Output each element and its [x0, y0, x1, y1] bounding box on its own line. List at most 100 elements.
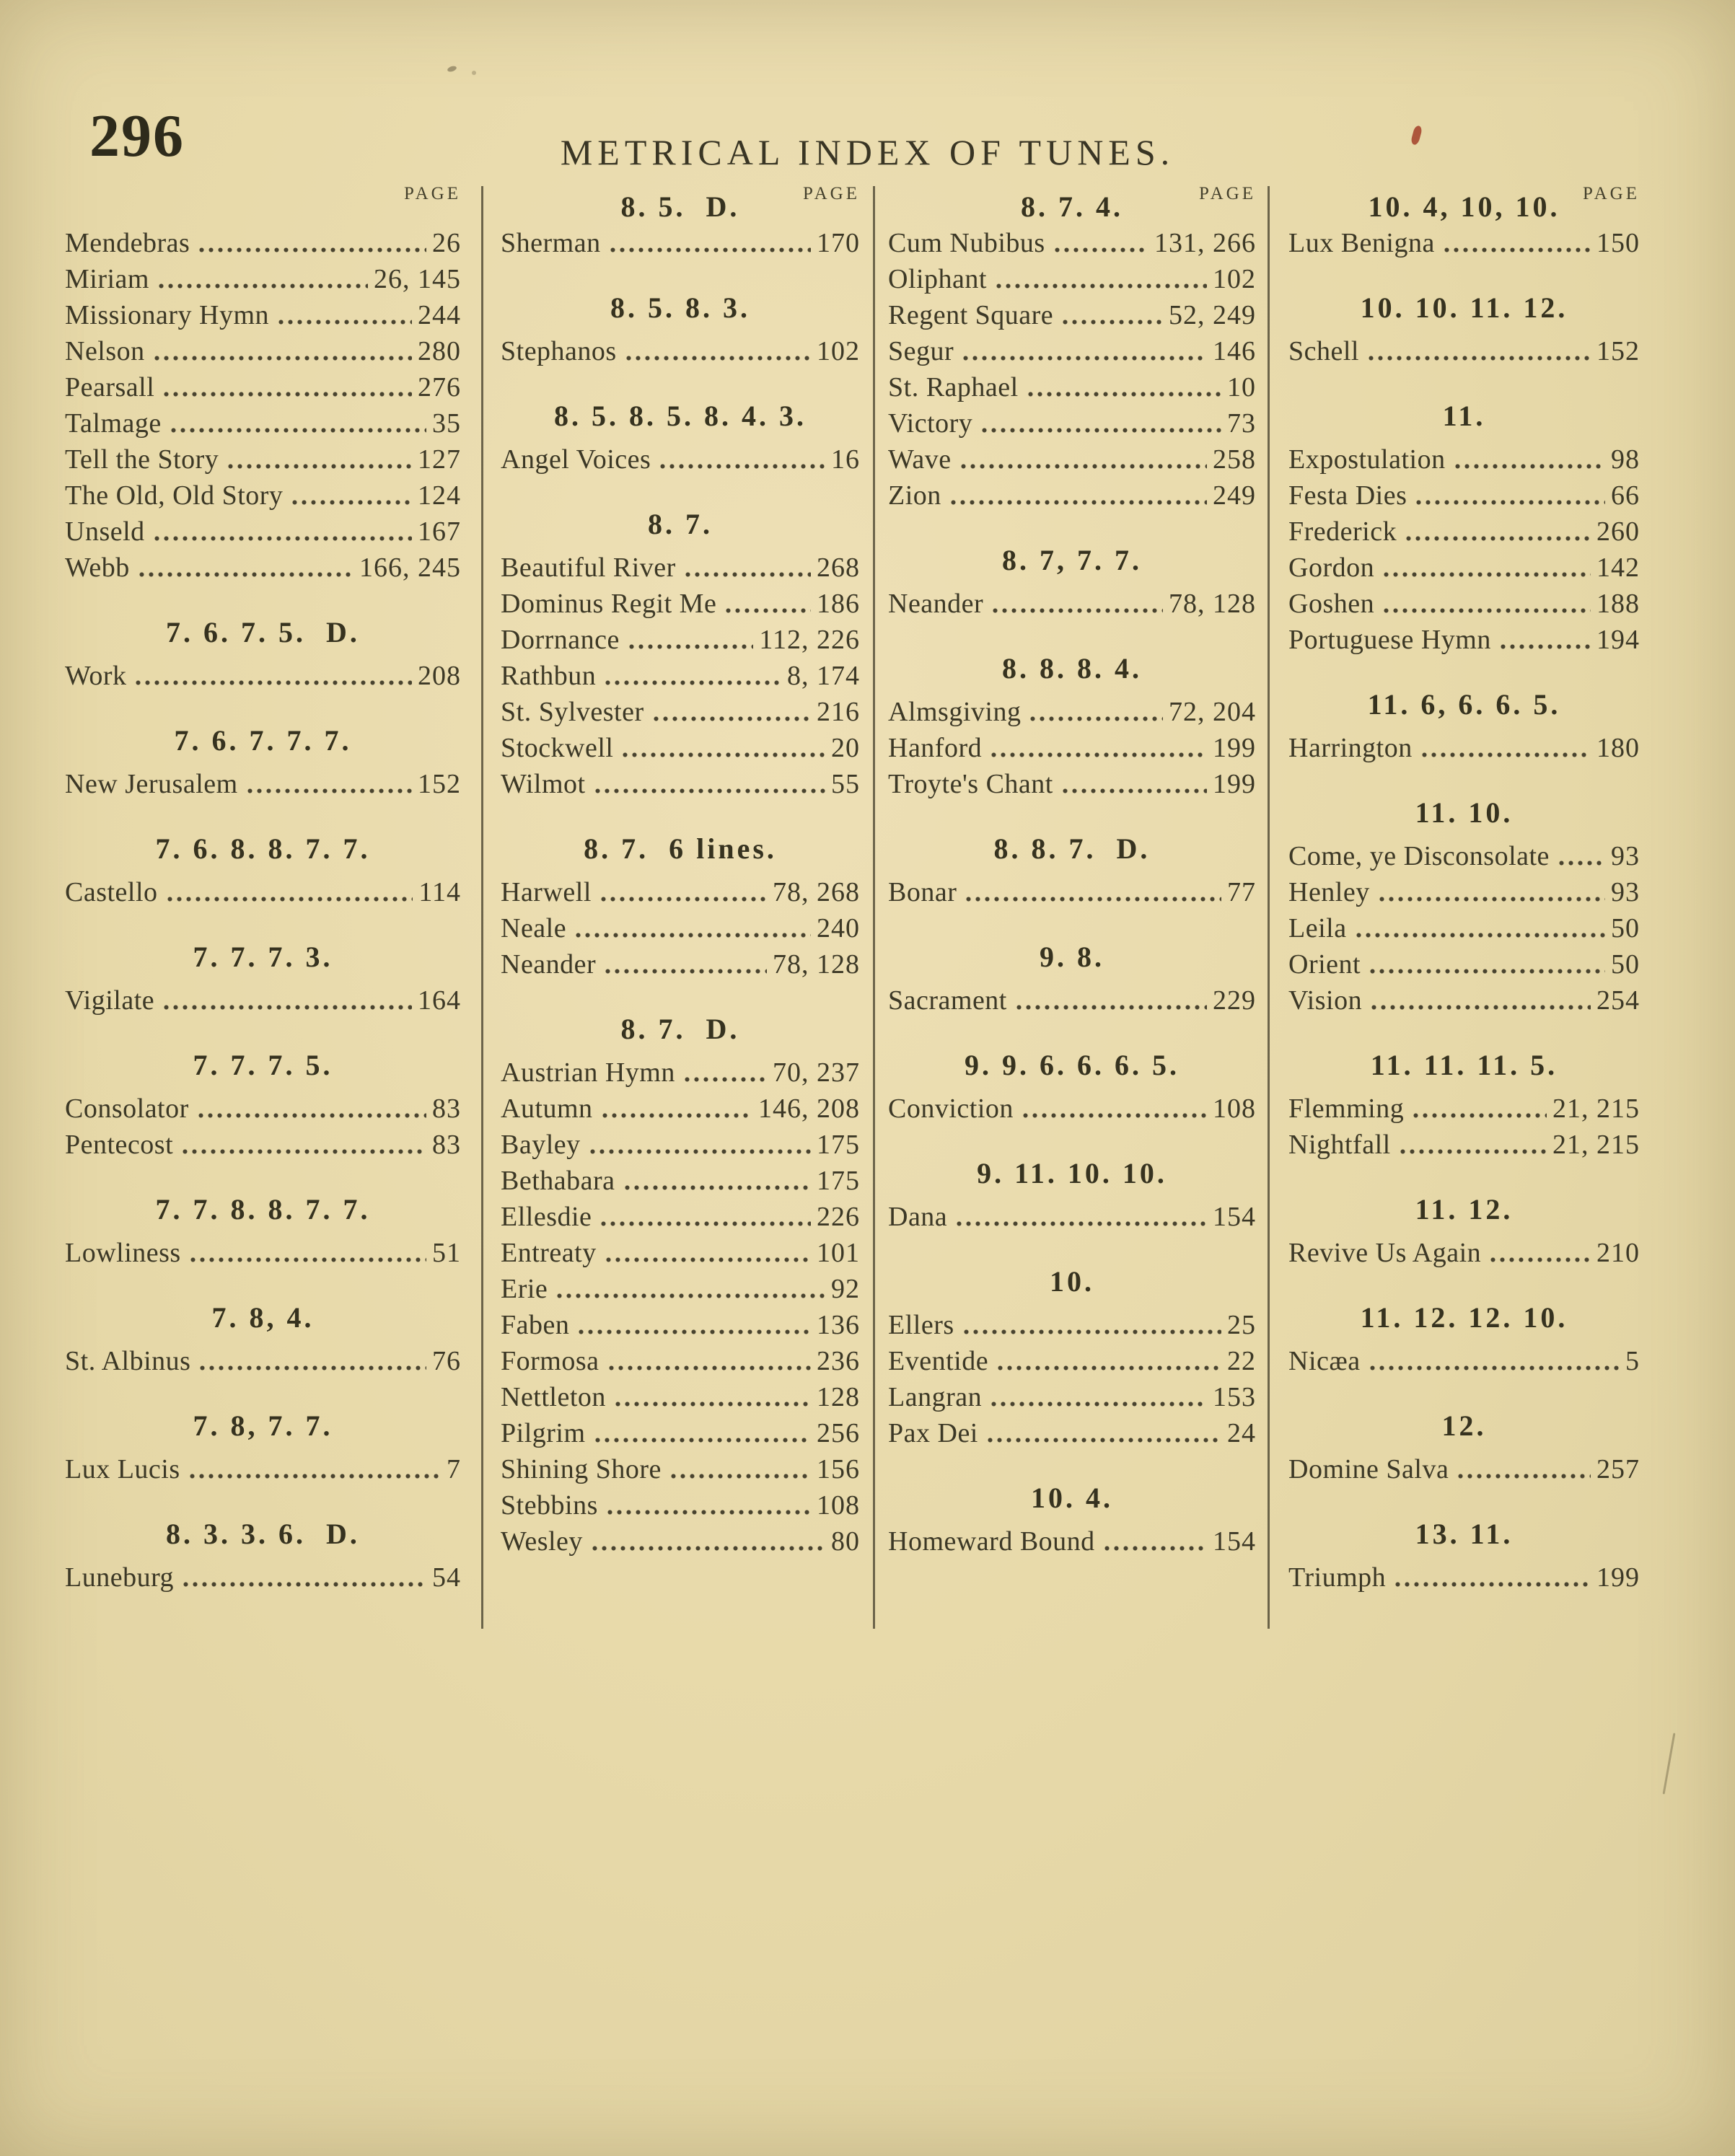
tune-name: Harrington	[1288, 733, 1413, 763]
tune-page-number: 229	[1213, 985, 1256, 1016]
tune-page-number: 131, 266	[1154, 228, 1256, 258]
tune-page-number: 70, 237	[773, 1057, 860, 1088]
tune-entry: Entreaty 101	[501, 1235, 860, 1271]
page-title: METRICAL INDEX OF TUNES.	[560, 132, 1175, 172]
tune-page-number: 276	[418, 372, 461, 402]
tune-page-number: 50	[1611, 913, 1640, 943]
tune-page-number: 154	[1213, 1202, 1256, 1232]
meter-section: 8. 7. 4. PAGE Cum Nubibus 131, 266 Oliphant 1…	[888, 184, 1256, 514]
tune-entry: Luneburg 54	[65, 1559, 461, 1596]
page-column-label: PAGE	[803, 184, 860, 203]
tune-page-number: 35	[432, 408, 461, 439]
tune-name: Dorrnance	[501, 625, 620, 655]
tune-page-number: 24	[1227, 1418, 1256, 1448]
tune-page-number: 268	[817, 553, 860, 583]
dot-leader	[156, 282, 368, 289]
tune-name: Webb	[65, 553, 130, 583]
tune-entry: Mendebras 26	[65, 225, 461, 261]
tune-page-number: 260	[1596, 516, 1640, 547]
dot-leader	[276, 318, 412, 325]
tune-page-number: 216	[817, 697, 860, 727]
dot-leader	[555, 1292, 825, 1299]
tune-page-number: 164	[418, 985, 461, 1016]
tune-page-number: 77	[1227, 877, 1256, 907]
tune-entry: Almsgiving 72, 204	[888, 694, 1256, 730]
tune-page-number: 102	[817, 336, 860, 366]
tune-page-number: 54	[432, 1562, 461, 1593]
tune-page-number: 167	[418, 516, 461, 547]
tune-page-number: 152	[418, 769, 461, 799]
tune-name: Austrian Hymn	[501, 1057, 675, 1088]
dot-leader	[1052, 246, 1148, 253]
tune-page-number: 199	[1213, 769, 1256, 799]
tune-page-number: 258	[1213, 444, 1256, 475]
tune-page-number: 72, 204	[1169, 697, 1256, 727]
dot-leader	[1556, 859, 1605, 866]
tune-page-number: 5	[1625, 1346, 1640, 1376]
tune-name: Pentecost	[65, 1130, 174, 1160]
tune-page-number: 80	[831, 1526, 860, 1557]
tune-name: Cum Nubibus	[888, 228, 1045, 258]
meter-heading: 8. 5. D. PAGE	[501, 184, 860, 223]
tune-page-number: 98	[1611, 444, 1640, 475]
tune-entry: Zion 249	[888, 478, 1256, 514]
dot-leader	[1382, 571, 1591, 578]
tune-name: Gordon	[1288, 553, 1375, 583]
tune-page-number: 16	[831, 444, 860, 475]
tune-entry: Neale 240	[501, 910, 860, 946]
tune-entry: Lux Lucis 7	[65, 1451, 461, 1487]
tune-page-number: 154	[1213, 1526, 1256, 1557]
tune-entry: Neander 78, 128	[501, 946, 860, 982]
dot-leader	[1441, 246, 1591, 253]
tune-name: Stebbins	[501, 1490, 598, 1521]
tune-name: Erie	[501, 1274, 548, 1304]
tune-entry: Orient 50	[1288, 946, 1640, 982]
page-column-label: PAGE	[1199, 184, 1256, 203]
tune-entry: Stockwell 20	[501, 730, 860, 766]
dot-leader	[980, 426, 1221, 434]
tune-page-number: 52, 249	[1169, 300, 1256, 330]
tune-entry: Consolator 83	[65, 1091, 461, 1127]
tune-page-number: 93	[1611, 841, 1640, 871]
meter-section: 8. 8. 7. D. Bonar 77	[888, 834, 1256, 910]
dot-leader	[1353, 931, 1605, 938]
tune-entry: New Jerusalem 152	[65, 766, 461, 802]
tune-name: Luneburg	[65, 1562, 175, 1593]
meter-heading: 10. 4, 10, 10. PAGE	[1288, 184, 1640, 223]
meter-section: 10. 4. Homeward Bound 154	[888, 1483, 1256, 1559]
meter-section: 9. 9. 6. 6. 6. 5. Conviction 108	[888, 1050, 1256, 1127]
dot-leader	[622, 1184, 811, 1191]
tune-page-number: 128	[817, 1382, 860, 1412]
tune-page-number: 280	[418, 336, 461, 366]
tune-name: Wilmot	[501, 769, 586, 799]
tune-name: Zion	[888, 480, 941, 511]
tune-name: Nettleton	[501, 1382, 606, 1412]
dot-leader	[1025, 390, 1221, 397]
tune-entry: Dorrnance 112, 226	[501, 622, 860, 658]
tune-entry: Dominus Regit Me 186	[501, 586, 860, 622]
index-columns: PAGE Mendebras 26 Miriam 26, 145 Missionary H…	[0, 184, 1735, 1629]
tune-page-number: 93	[1611, 877, 1640, 907]
tune-entry: Nicæa 5	[1288, 1343, 1640, 1379]
tune-entry: Frederick 260	[1288, 514, 1640, 550]
tune-page-number: 175	[817, 1130, 860, 1160]
tune-page-number: 102	[1213, 264, 1256, 294]
tune-entry: Beautiful River 268	[501, 550, 860, 586]
tune-entry: Oliphant 102	[888, 261, 1256, 297]
meter-section: 7. 6. 8. 8. 7. 7. Castello 114	[65, 834, 461, 910]
index-column-4: 10. 4, 10, 10. PAGE Lux Benigna 150 10. 10. …	[1270, 184, 1735, 1629]
tune-page-number: 152	[1596, 336, 1640, 366]
tune-name: Bonar	[888, 877, 957, 907]
tune-entry: Gordon 142	[1288, 550, 1640, 586]
index-column-3: 8. 7. 4. PAGE Cum Nubibus 131, 266 Oliphant 1…	[875, 184, 1270, 1629]
tune-entry: Pax Dei 24	[888, 1415, 1256, 1451]
tune-page-number: 226	[817, 1202, 860, 1232]
tune-name: Lux Lucis	[65, 1454, 180, 1484]
dot-leader	[136, 571, 353, 578]
dot-leader	[1456, 1472, 1591, 1479]
paper-speck	[447, 65, 457, 73]
dot-leader	[196, 1112, 426, 1119]
tune-name: Consolator	[65, 1094, 189, 1124]
dot-leader	[668, 1472, 811, 1479]
tune-page-number: 170	[817, 228, 860, 258]
